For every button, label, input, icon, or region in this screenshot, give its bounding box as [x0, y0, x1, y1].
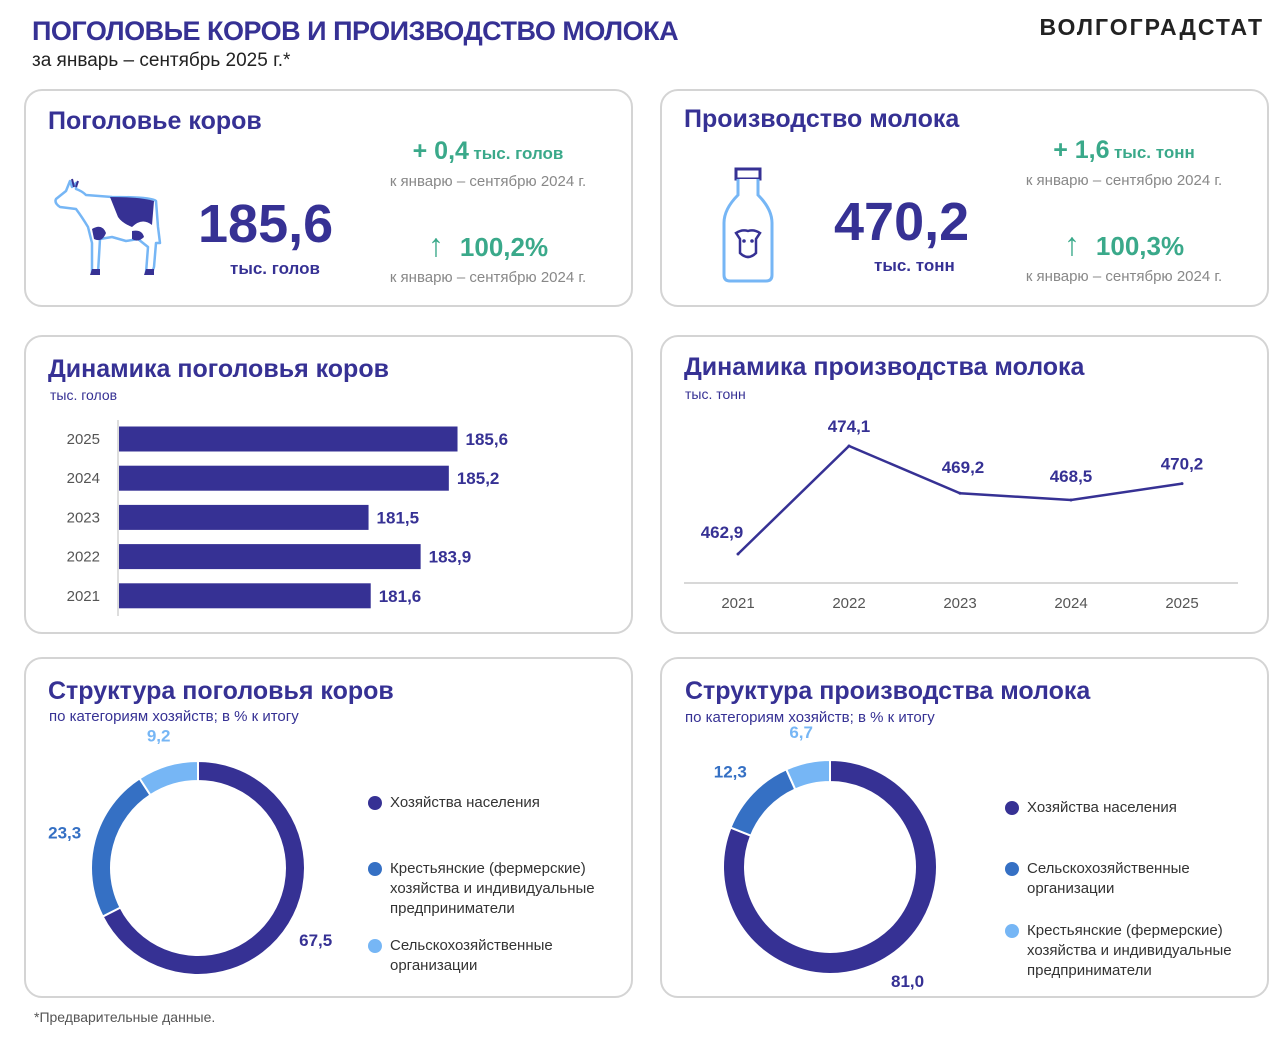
cows-value: 185,6	[198, 194, 334, 254]
milk-delta: + 1,6 тыс. тонн	[1004, 136, 1244, 165]
legend-label: Крестьянские (фермерские) хозяйства и ин…	[390, 860, 595, 917]
compare-text: к январю – сентябрю 2024 г.	[389, 269, 587, 286]
chart-subtitle: тыс. тонн	[685, 386, 746, 402]
milk-bottle-icon	[722, 167, 774, 283]
card-title: Поголовье коров	[48, 107, 262, 135]
legend-dot	[1005, 862, 1019, 876]
legend-dot	[368, 862, 382, 876]
legend-item: Сельскохозяйственные организации	[368, 936, 618, 976]
cows-kpi-card: Поголовье коров 185,6 тыс. голов + 0,4 т…	[24, 89, 633, 307]
delta-value: + 1,6	[1053, 136, 1110, 164]
chart-subtitle: по категориям хозяйств; в % к итогу	[685, 709, 935, 726]
legend-dot	[368, 939, 382, 953]
arrow-up-icon: ↑	[1063, 226, 1080, 262]
cow-icon	[54, 178, 162, 275]
page-title: ПОГОЛОВЬЕ КОРОВ И ПРОИЗВОДСТВО МОЛОКА	[32, 16, 679, 46]
legend-label: Хозяйства населения	[390, 794, 540, 811]
legend-dot	[368, 796, 382, 810]
chart-title: Динамика производства молока	[684, 353, 1085, 381]
percent-value: 100,2%	[459, 232, 549, 262]
legend-label: Сельскохозяйственные организации	[1027, 860, 1190, 897]
card-title: Производство молока	[684, 105, 960, 133]
milk-structure-card: Структура производства молока по категор…	[660, 657, 1269, 998]
cows-delta: + 0,4 тыс. голов	[368, 137, 608, 166]
milk-kpi-card: Производство молока 470,2 тыс. тонн + 1,…	[660, 89, 1269, 307]
legend-dot	[1005, 924, 1019, 938]
legend-item: Крестьянские (фермерские) хозяйства и ин…	[368, 859, 618, 919]
compare-text: к январю – сентябрю 2024 г.	[1025, 268, 1223, 285]
legend-item: Хозяйства населения	[368, 793, 618, 813]
milk-value: 470,2	[834, 192, 970, 252]
footnote: *Предварительные данные.	[34, 1009, 216, 1025]
legend-label: Хозяйства населения	[1027, 799, 1177, 816]
legend-item: Хозяйства населения	[1005, 798, 1255, 818]
page-subtitle: за январь – сентябрь 2025 г.*	[32, 50, 291, 71]
legend-dot	[1005, 801, 1019, 815]
delta-unit: тыс. голов	[473, 144, 564, 163]
delta-value: + 0,4	[412, 137, 469, 165]
delta-unit: тыс. тонн	[1113, 143, 1195, 162]
milk-unit: тыс. тонн	[874, 256, 955, 275]
legend-label: Крестьянские (фермерские) хозяйства и ин…	[1027, 922, 1232, 979]
chart-title: Структура поголовья коров	[48, 677, 394, 705]
chart-title: Структура производства молока	[685, 677, 1091, 705]
cows-unit: тыс. голов	[230, 259, 320, 278]
milk-dynamics-card: Динамика производства молока тыс. тонн	[660, 335, 1269, 634]
percent-value: 100,3%	[1095, 231, 1185, 261]
logo: ВОЛГОГРАДСТАТ	[1039, 14, 1264, 40]
milk-percent: ↑ 100,3%	[1004, 226, 1244, 263]
cows-percent: ↑ 100,2%	[368, 227, 608, 264]
legend-item: Сельскохозяйственные организации	[1005, 859, 1255, 899]
compare-text: к январю – сентябрю 2024 г.	[389, 173, 587, 190]
legend-label: Сельскохозяйственные организации	[390, 937, 553, 974]
legend-item: Крестьянские (фермерские) хозяйства и ин…	[1005, 921, 1255, 981]
cows-dynamics-card: Динамика поголовья коров тыс. голов	[24, 335, 633, 634]
chart-subtitle: по категориям хозяйств; в % к итогу	[49, 708, 299, 725]
chart-title: Динамика поголовья коров	[48, 355, 389, 383]
compare-text: к январю – сентябрю 2024 г.	[1025, 172, 1223, 189]
chart-subtitle: тыс. голов	[50, 387, 118, 403]
cows-structure-card: Структура поголовья коров по категориям …	[24, 657, 633, 998]
arrow-up-icon: ↑	[427, 227, 444, 263]
